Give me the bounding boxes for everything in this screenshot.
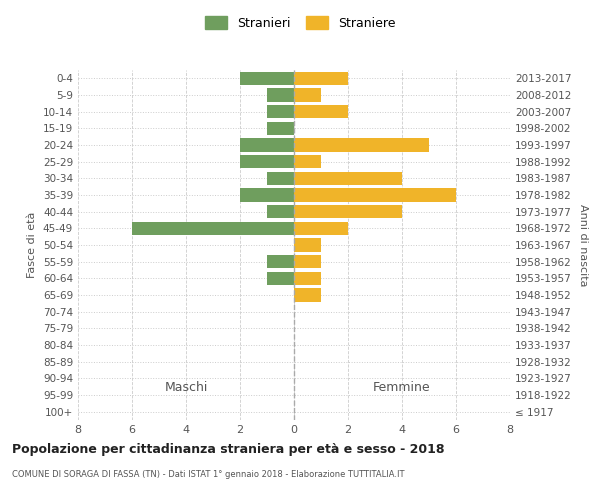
- Bar: [267, 105, 294, 118]
- Bar: [267, 122, 294, 135]
- Text: COMUNE DI SORAGA DI FASSA (TN) - Dati ISTAT 1° gennaio 2018 - Elaborazione TUTTI: COMUNE DI SORAGA DI FASSA (TN) - Dati IS…: [12, 470, 404, 479]
- Y-axis label: Fasce di età: Fasce di età: [28, 212, 37, 278]
- Bar: [294, 288, 321, 302]
- Bar: [294, 188, 456, 202]
- Bar: [294, 222, 348, 235]
- Bar: [240, 188, 294, 202]
- Bar: [267, 172, 294, 185]
- Text: Femmine: Femmine: [373, 382, 431, 394]
- Bar: [294, 155, 321, 168]
- Bar: [267, 272, 294, 285]
- Bar: [267, 205, 294, 218]
- Text: Popolazione per cittadinanza straniera per età e sesso - 2018: Popolazione per cittadinanza straniera p…: [12, 442, 445, 456]
- Bar: [267, 88, 294, 102]
- Y-axis label: Anni di nascita: Anni di nascita: [578, 204, 588, 286]
- Bar: [132, 222, 294, 235]
- Bar: [240, 155, 294, 168]
- Text: Maschi: Maschi: [164, 382, 208, 394]
- Bar: [294, 72, 348, 85]
- Bar: [294, 205, 402, 218]
- Bar: [240, 138, 294, 151]
- Bar: [294, 88, 321, 102]
- Bar: [294, 272, 321, 285]
- Bar: [294, 238, 321, 252]
- Bar: [294, 105, 348, 118]
- Bar: [294, 172, 402, 185]
- Bar: [294, 255, 321, 268]
- Bar: [240, 72, 294, 85]
- Bar: [294, 138, 429, 151]
- Legend: Stranieri, Straniere: Stranieri, Straniere: [199, 11, 401, 35]
- Bar: [267, 255, 294, 268]
